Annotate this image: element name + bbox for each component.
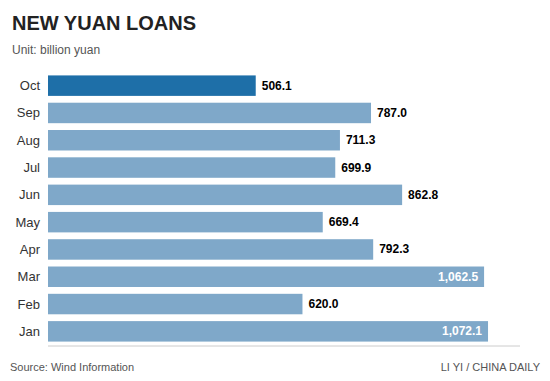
y-tick-label: Feb (18, 297, 40, 312)
bar (48, 157, 335, 177)
data-label: 862.8 (408, 188, 438, 202)
y-tick-label: Oct (20, 78, 41, 93)
data-label: 699.9 (341, 161, 371, 175)
footer-note: LI YI / CHINA DAILY (441, 361, 541, 373)
chart: NEW YUAN LOANS Unit: billion yuan 506.1 787… (0, 0, 550, 381)
bar (48, 239, 373, 259)
data-label: 506.1 (262, 79, 292, 93)
bar (48, 267, 484, 287)
y-tick-label: Jan (19, 324, 40, 339)
x-axis-line (48, 346, 520, 347)
subtitle: Unit: billion yuan (12, 43, 100, 57)
data-label: 1,062.5 (438, 270, 478, 284)
bar (48, 212, 323, 232)
y-tick-label: May (15, 215, 40, 230)
data-labels: 506.1 787.0711.3 699.9 862.8 669.4 792.3 1,062… (262, 79, 483, 339)
bar (48, 130, 340, 150)
footer-note: Source: Wind Information (10, 361, 134, 373)
y-tick-label: Apr (20, 242, 41, 257)
data-label: 792.3 (379, 242, 409, 256)
y-tick-label: Mar (18, 269, 41, 284)
bar (48, 75, 256, 95)
bar (48, 185, 402, 205)
bars (48, 75, 488, 341)
bar (48, 321, 488, 341)
data-label: 669.4 (329, 215, 359, 229)
y-tick-label: Jul (23, 160, 40, 175)
y-tick-label: Aug (17, 133, 40, 148)
data-label: 1,072.1 (442, 324, 482, 338)
data-label: 787.0 (377, 106, 407, 120)
bar (48, 103, 371, 123)
data-label: 620.0 (308, 297, 338, 311)
y-tick-labels: Oct Sep Aug Jul Jun May Apr Mar Feb Jan (15, 78, 40, 339)
data-label: 711.3 (346, 133, 376, 147)
title: NEW YUAN LOANS (12, 12, 196, 34)
y-tick-label: Sep (17, 105, 40, 120)
bar (48, 294, 302, 314)
y-tick-label: Jun (19, 187, 40, 202)
